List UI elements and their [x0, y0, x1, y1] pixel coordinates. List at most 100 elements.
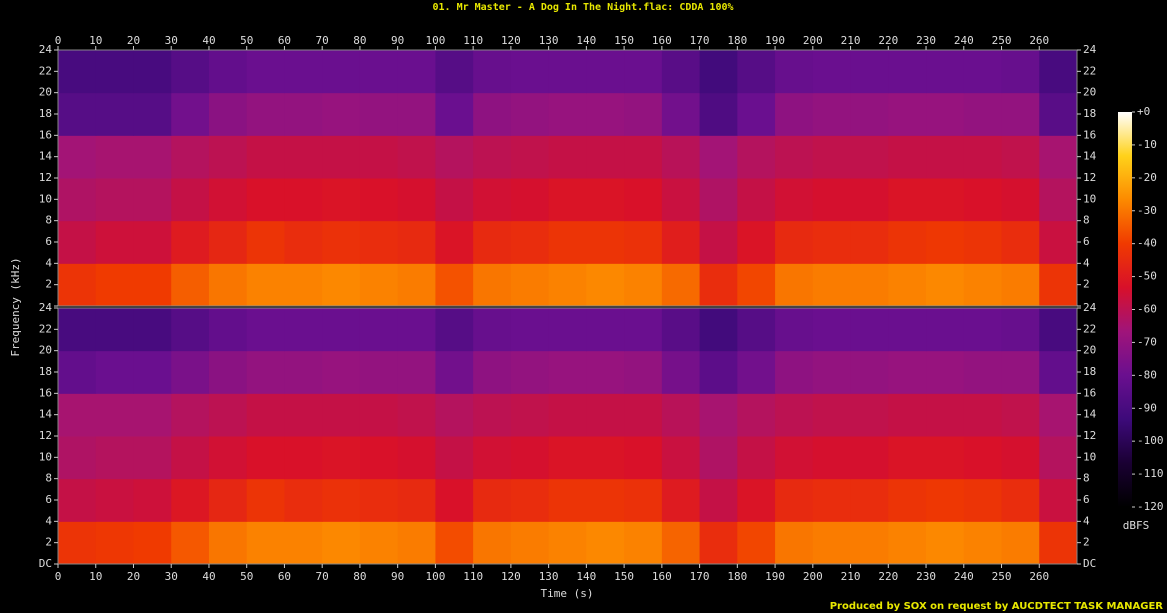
y-tick-label: 8 [1083, 472, 1090, 485]
heat-cell [322, 50, 361, 94]
heat-cell [1001, 220, 1040, 264]
heat-cell [208, 178, 248, 222]
heat-cell [359, 92, 399, 136]
y-tick-label: 14 [39, 150, 53, 163]
heat-cell [397, 521, 436, 564]
x-tick-label: 210 [841, 34, 861, 47]
heat-cell [171, 436, 210, 480]
heat-cell [510, 436, 550, 480]
y-tick-label: DC [39, 557, 52, 570]
heat-cell [171, 521, 210, 564]
heat-cell [586, 393, 625, 437]
heat-cell [888, 263, 927, 306]
x-tick-label: 60 [278, 34, 291, 47]
heat-cell [95, 350, 134, 394]
heat-cell [548, 308, 587, 352]
heat-cell [510, 393, 550, 437]
heat-cell [397, 308, 436, 352]
x-tick-label: 10 [89, 34, 102, 47]
colorbar-tick-label: -30 [1137, 204, 1157, 217]
heat-cell [963, 263, 1003, 306]
colorbar-tick-label: -10 [1137, 138, 1157, 151]
heat-cell [812, 220, 852, 264]
heat-cell [473, 521, 512, 564]
heat-cell [737, 308, 776, 352]
heat-cell [699, 92, 738, 136]
colorbar-tick-label: -110 [1137, 467, 1164, 480]
y-tick-label: 6 [1083, 235, 1090, 248]
heat-cell [208, 135, 248, 179]
heat-cell [284, 350, 323, 394]
y-tick-label: 10 [1083, 450, 1096, 463]
x-tick-label: 90 [391, 34, 404, 47]
y-tick-label: 22 [1083, 322, 1096, 335]
heat-cell [1001, 350, 1040, 394]
heat-cell [1001, 50, 1040, 94]
heat-cell [473, 393, 512, 437]
heat-cell [435, 263, 474, 306]
heat-cell [208, 50, 248, 94]
x-tick-label: 0 [55, 34, 62, 47]
y-tick-label: 14 [39, 408, 53, 421]
x-tick-label: 170 [690, 570, 710, 583]
heat-cell [284, 308, 323, 352]
x-tick-label: 220 [878, 570, 898, 583]
heat-cell [1039, 50, 1077, 94]
heat-cell [435, 436, 474, 480]
heat-cell [586, 50, 625, 94]
heat-cell [246, 478, 285, 522]
heat-cell [284, 220, 323, 264]
heat-cell [473, 478, 512, 522]
heat-cell [775, 436, 814, 480]
heat-cell [812, 263, 852, 306]
heat-cell [888, 393, 927, 437]
heat-cell [246, 178, 285, 222]
colorbar-tick-label: -120 [1137, 500, 1164, 513]
heat-cell [133, 478, 172, 522]
heat-cell [624, 263, 663, 306]
heat-cell [397, 178, 436, 222]
heat-cell [246, 135, 285, 179]
heat-cell [661, 436, 701, 480]
heat-cell [1039, 308, 1077, 352]
heat-cell [586, 263, 625, 306]
heat-cell [850, 436, 889, 480]
heat-cell [1039, 521, 1077, 564]
heat-cell [661, 478, 701, 522]
heat-cell [510, 308, 550, 352]
heat-cell [963, 50, 1003, 94]
heat-cell [397, 436, 436, 480]
heat-cell [812, 135, 852, 179]
heat-cell [926, 308, 965, 352]
heat-cell [359, 263, 399, 306]
y-tick-label: 24 [1083, 43, 1097, 56]
y-tick-label: 10 [1083, 192, 1096, 205]
heat-cell [699, 521, 738, 564]
heat-cell [284, 92, 323, 136]
heat-cell [359, 478, 399, 522]
heat-cell [397, 50, 436, 94]
heat-cell [737, 178, 776, 222]
heat-cell [510, 135, 550, 179]
heat-cell [322, 220, 361, 264]
heat-cell [208, 92, 248, 136]
heat-cell [624, 521, 663, 564]
heat-cell [435, 220, 474, 264]
heat-cell [133, 178, 172, 222]
heat-cell [171, 350, 210, 394]
x-tick-label: 80 [353, 570, 366, 583]
heat-cell [926, 393, 965, 437]
heat-cell [1001, 478, 1040, 522]
heat-cell [473, 220, 512, 264]
heat-cell [812, 92, 852, 136]
heat-cell [208, 308, 248, 352]
x-tick-label: 130 [539, 570, 559, 583]
heat-cell [1039, 436, 1077, 480]
heat-cell [246, 263, 285, 306]
heat-cell [322, 92, 361, 136]
heat-cell [208, 393, 248, 437]
x-tick-label: 0 [55, 570, 62, 583]
heat-cell [661, 178, 701, 222]
heat-cell [812, 350, 852, 394]
x-tick-label: 260 [1029, 570, 1049, 583]
